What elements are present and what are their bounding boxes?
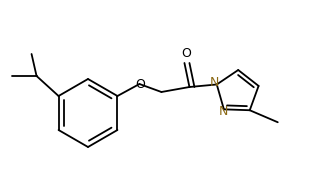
Text: N: N: [219, 105, 228, 118]
Text: N: N: [210, 76, 220, 89]
Text: O: O: [181, 46, 191, 60]
Text: O: O: [135, 78, 145, 90]
